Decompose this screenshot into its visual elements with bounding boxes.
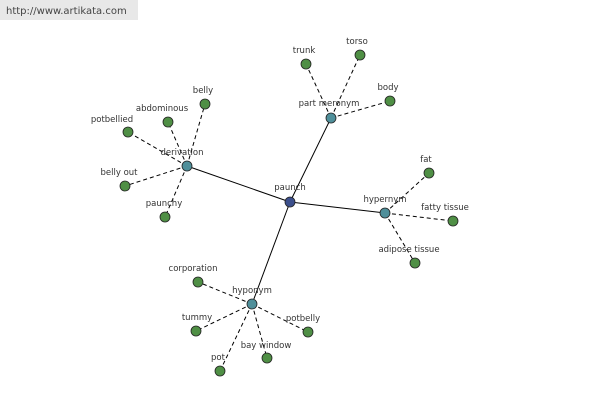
word-node-label: tummy [182, 313, 212, 323]
word-node-label: body [377, 83, 398, 93]
relation-edge [251, 201, 291, 305]
nodes: trunk torso body part meronym fat fatty tissu… [91, 37, 469, 377]
word-node-label: corporation [169, 264, 218, 274]
word-node [447, 215, 459, 227]
leaf-edge [330, 100, 391, 119]
leaf-edge [197, 281, 253, 305]
leaf-edge [219, 303, 253, 372]
word-node [409, 257, 421, 269]
word-node [354, 49, 366, 61]
leaf-edge [251, 303, 268, 359]
relation-node-label: derivation [160, 148, 203, 158]
relation-node-label: part meronym [299, 99, 360, 109]
word-node-label: adipose tissue [378, 245, 439, 255]
relation-node [246, 298, 258, 310]
word-node [300, 58, 312, 70]
word-node [190, 325, 202, 337]
leaf-edge [127, 131, 188, 167]
leaf-edge [124, 165, 188, 187]
word-node-label: bay window [241, 341, 292, 351]
watermark-box [0, 0, 138, 20]
relation-node [379, 207, 391, 219]
word-node-label: potbellied [91, 115, 133, 125]
relation-edge [289, 117, 332, 203]
leaf-edge [251, 303, 309, 333]
leaf-edge [195, 303, 253, 332]
leaf-edge [384, 212, 454, 222]
relation-node [325, 112, 337, 124]
word-node [384, 95, 396, 107]
word-node [302, 326, 314, 338]
leaf-edge [305, 63, 332, 119]
relation-edge [289, 201, 386, 214]
relation-node-label: hyponym [232, 286, 272, 296]
relation-node [181, 160, 193, 172]
word-node-label: fat [420, 155, 432, 165]
word-node-label: pot [211, 353, 226, 363]
word-node-label: torso [346, 37, 368, 47]
word-node-label: paunchy [146, 199, 182, 209]
word-node [261, 352, 273, 364]
word-node [119, 180, 131, 192]
leaf-edge [167, 121, 188, 167]
edges [124, 54, 454, 372]
relation-node-label: hypernym [363, 195, 406, 205]
relation-edge [186, 165, 291, 203]
word-node [159, 211, 171, 223]
word-node-label: potbelly [286, 314, 320, 324]
watermark: http://www.artikata.com [6, 6, 127, 17]
leaf-edge [186, 103, 206, 167]
leaf-edge [330, 54, 361, 119]
word-node [162, 116, 174, 128]
word-node [199, 98, 211, 110]
word-node-label: belly [193, 86, 213, 96]
center-node [284, 196, 296, 208]
word-node-label: abdominous [136, 104, 189, 114]
center-node-label: paunch [274, 183, 305, 193]
word-node [122, 126, 134, 138]
leaf-edge [384, 172, 430, 214]
word-node [192, 276, 204, 288]
word-node [423, 167, 435, 179]
leaf-edge [384, 212, 416, 264]
leaf-edge [164, 165, 188, 218]
word-node-label: belly out [100, 168, 138, 178]
word-node-label: trunk [293, 46, 316, 56]
word-node-label: fatty tissue [421, 203, 469, 213]
word-node [214, 365, 226, 377]
